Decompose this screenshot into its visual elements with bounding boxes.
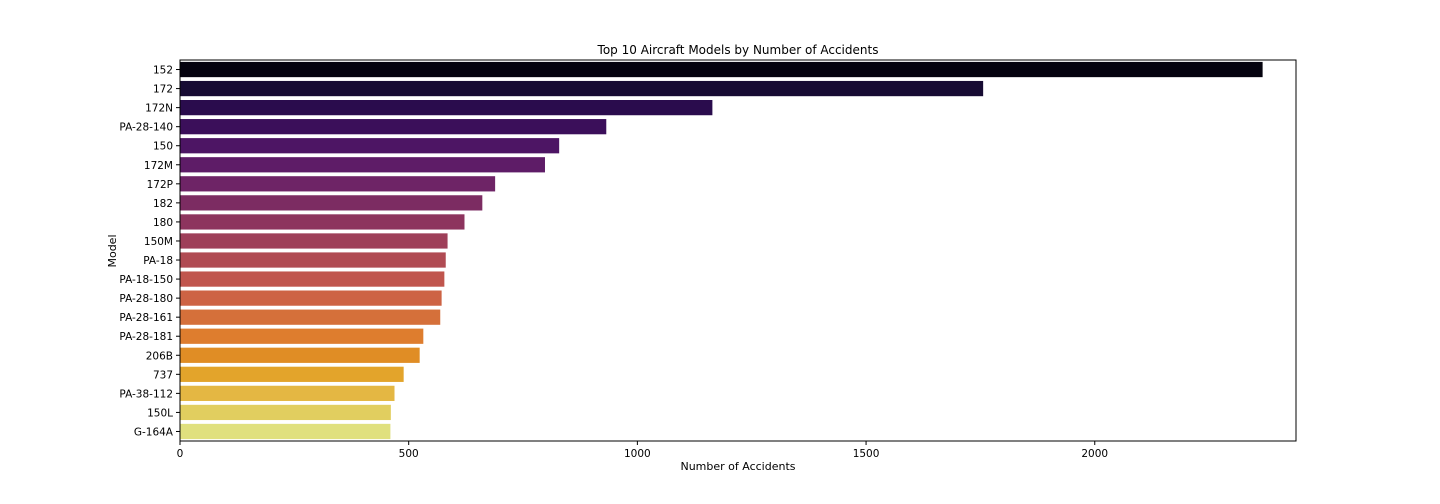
y-tick-label: 737 [153,369,173,381]
bar-150M [180,233,448,249]
bar-PA-28-140 [180,119,607,135]
bar-172P [180,176,496,192]
x-tick-label: 2000 [1081,448,1108,460]
y-tick-label: PA-28-140 [119,122,173,134]
bar-PA-28-161 [180,309,441,325]
y-tick-label: 172 [153,84,173,96]
y-tick-label: 206B [146,350,173,362]
bar-180 [180,214,465,230]
x-tick-label: 1500 [853,448,880,460]
y-tick-label: 172N [145,103,173,115]
y-tick-label: 180 [153,217,173,229]
bar-182 [180,195,483,211]
bars-layer [180,61,1263,440]
bar-PA-28-181 [180,328,424,344]
chart-title: Top 10 Aircraft Models by Number of Acci… [597,43,879,57]
y-tick-label: 152 [153,65,173,77]
y-axis-ticks: 152 172 172N PA-28-140 150 172M 172P 182 180 150M… [119,65,180,438]
y-tick-label: PA-28-180 [119,293,173,305]
y-tick-label: PA-18-150 [119,274,173,286]
x-tick-label: 1000 [624,448,651,460]
y-tick-label: 150M [144,236,173,248]
y-tick-label: PA-28-181 [119,331,173,343]
bar-G-164A [180,423,391,440]
bar-PA-28-180 [180,290,442,306]
bar-737 [180,366,404,382]
bar-172 [180,80,984,97]
bar-150 [180,138,560,154]
y-tick-label: 182 [153,198,173,210]
y-axis-label: Model [106,234,119,267]
bar-150L [180,404,391,421]
bar-152 [180,61,1263,78]
bar-172M [180,157,545,173]
bar-206B [180,347,420,363]
bar-PA-38-112 [180,385,395,401]
bar-PA-18 [180,252,446,268]
x-tick-label: 500 [399,448,419,460]
y-tick-label: PA-18 [143,255,173,267]
x-tick-label: 0 [177,448,184,460]
y-tick-label: 150 [153,141,173,153]
plot-frame [179,59,1297,442]
y-tick-label: PA-28-161 [119,312,173,324]
y-tick-label: 150L [147,407,173,419]
y-tick-label: 172P [147,179,173,191]
x-axis-label: Number of Accidents [680,460,795,473]
bar-172N [180,100,713,116]
bar-PA-18-150 [180,271,445,287]
y-tick-label: G-164A [134,426,174,438]
y-tick-label: PA-38-112 [119,388,173,400]
x-axis-ticks: 0 500 1000 1500 2000 [177,441,1108,460]
y-tick-label: 172M [144,160,173,172]
